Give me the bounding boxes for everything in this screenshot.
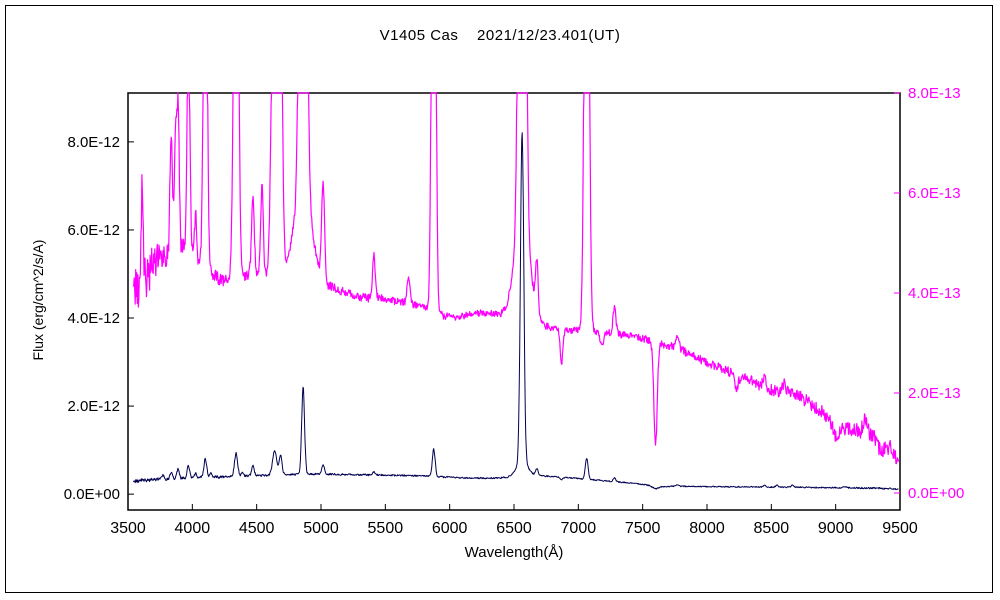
plot-frame (127, 92, 901, 511)
y-right-tick-label: 2.0E-13 (908, 385, 961, 402)
y-right-tick-label: 4.0E-13 (908, 285, 961, 302)
x-tick-label: 5000 (303, 520, 339, 537)
x-tick-label: 9000 (818, 520, 854, 537)
y-right-tick-label: 8.0E-13 (908, 85, 961, 102)
y-right-tick-label: 0.0E+00 (908, 485, 964, 502)
y-left-tick-label: 4.0E-12 (67, 310, 120, 327)
x-tick-label: 6000 (432, 520, 468, 537)
x-tick-label: 8000 (689, 520, 725, 537)
spectrum-magenta-line (132, 92, 900, 465)
chart-title: V1405 Cas 2021/12/23.401(UT) (379, 27, 621, 44)
x-tick-label: 8500 (754, 520, 790, 537)
x-tick-label: 4000 (175, 520, 211, 537)
y-left-tick-label: 0.0E+00 (64, 486, 120, 503)
x-tick-label: 4500 (239, 520, 275, 537)
x-tick-label: 7500 (625, 520, 661, 537)
y-left-tick-label: 2.0E-12 (67, 398, 120, 415)
y-left-tick-label: 8.0E-12 (67, 134, 120, 151)
x-tick-label: 3500 (110, 520, 146, 537)
x-tick-label: 5500 (368, 520, 404, 537)
x-axis-label: Wavelength(Å) (464, 544, 564, 561)
spectrum-dark-line (133, 132, 899, 491)
x-tick-label: 7000 (561, 520, 597, 537)
x-tick-label: 9500 (882, 520, 918, 537)
x-tick-label: 6500 (496, 520, 532, 537)
y-right-tick-label: 6.0E-13 (908, 185, 961, 202)
y-left-tick-label: 6.0E-12 (67, 222, 120, 239)
